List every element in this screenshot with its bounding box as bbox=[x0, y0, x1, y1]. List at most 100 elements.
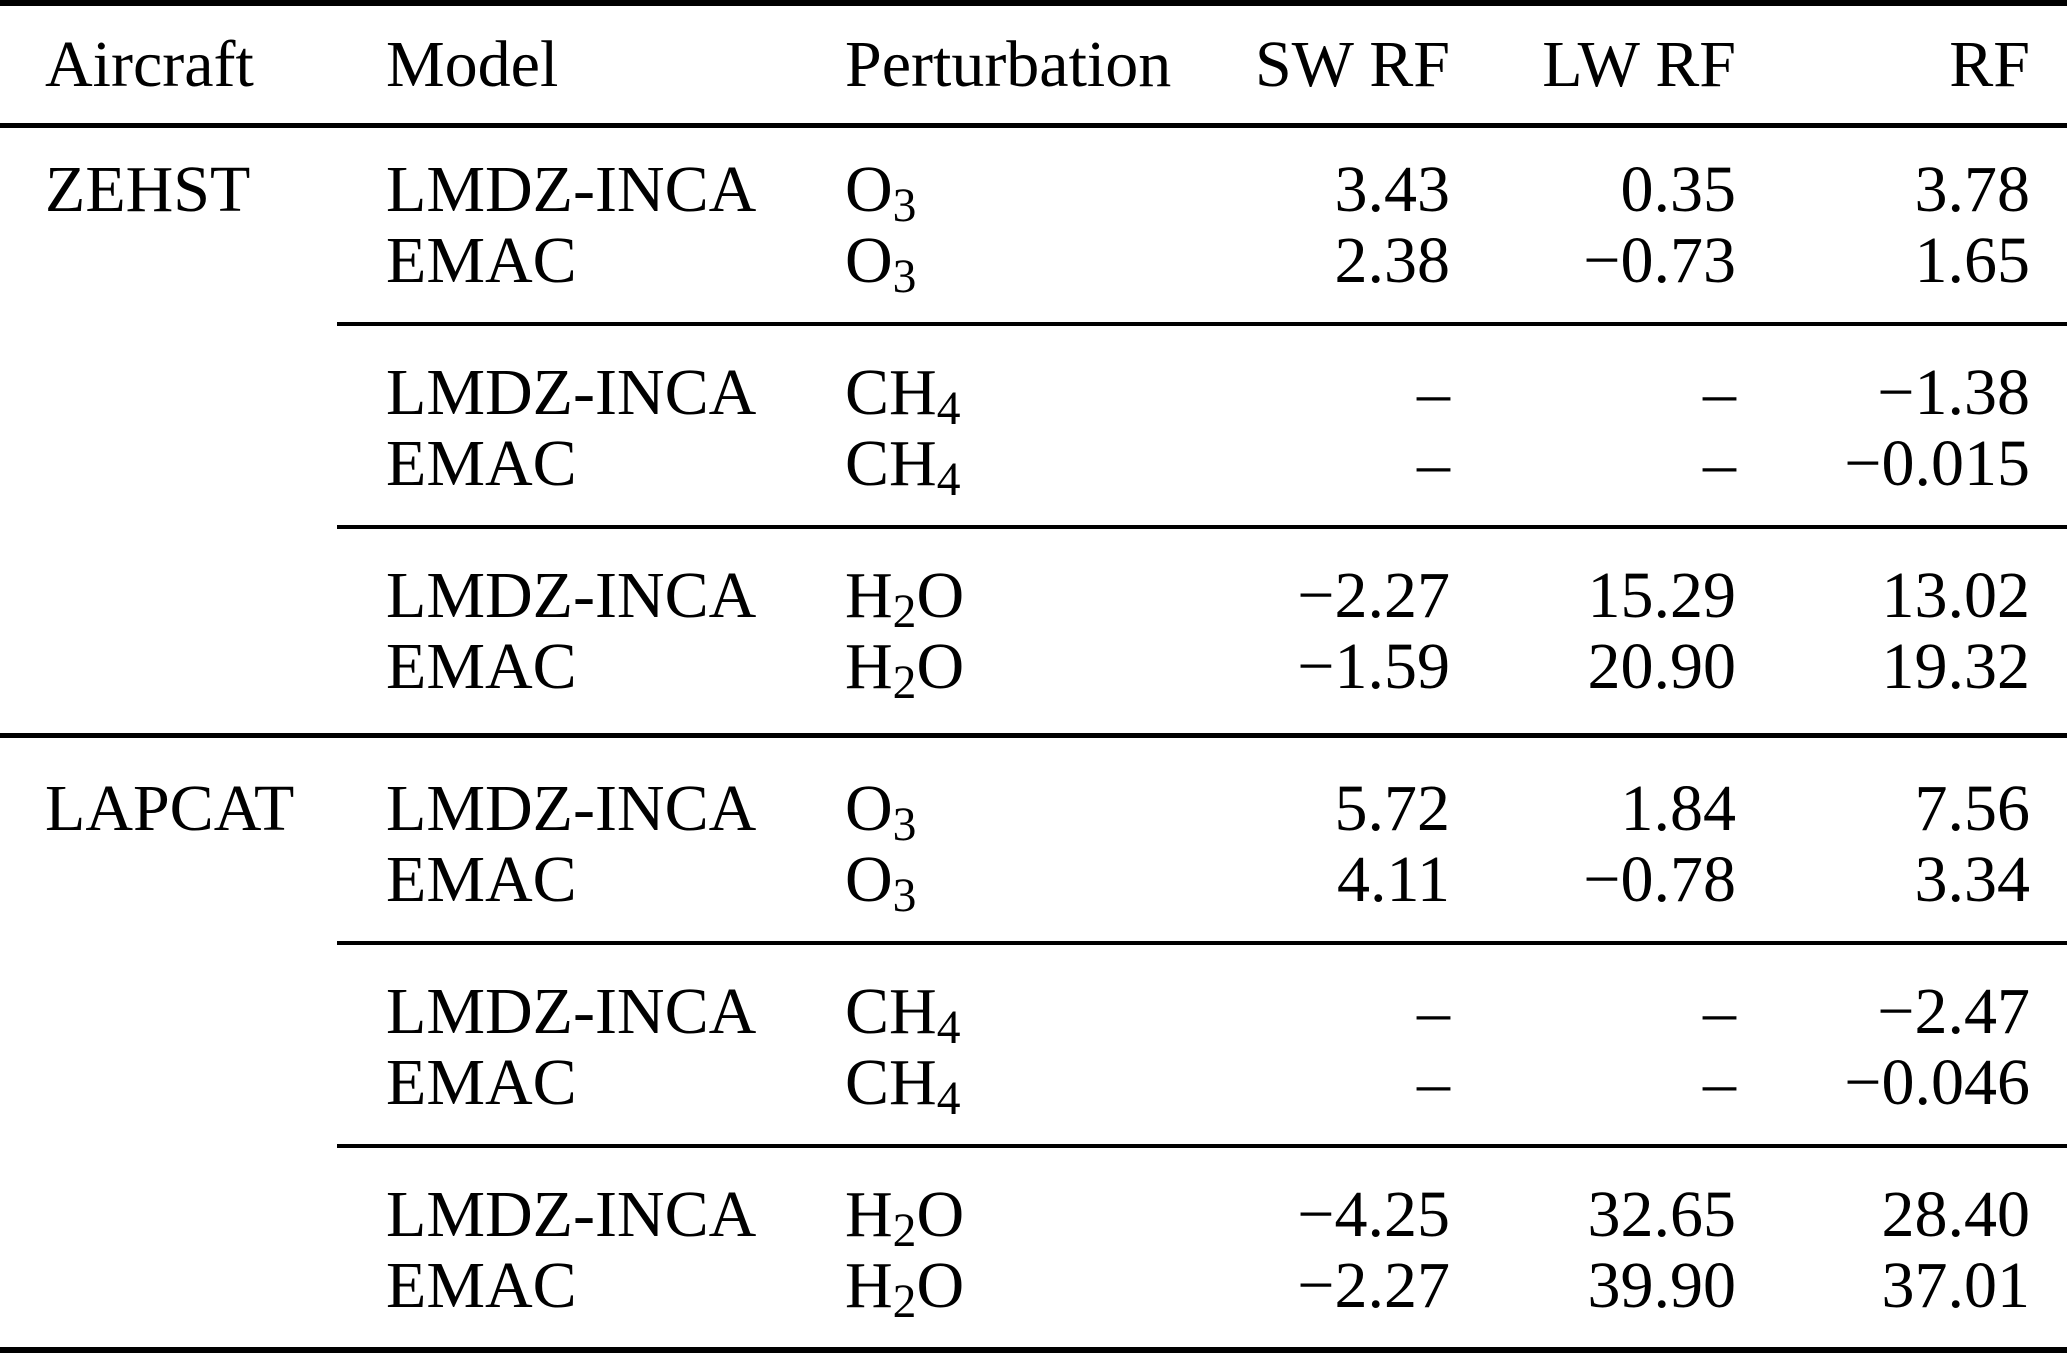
column-header-perturbation: Perturbation bbox=[845, 27, 1172, 101]
model-cell: EMAC bbox=[386, 630, 577, 703]
sw-rf-cell: −2.27 bbox=[1297, 559, 1450, 632]
table-row: EMAC CH4 – – −0.046 bbox=[0, 1045, 2067, 1123]
bottom-rule bbox=[0, 1347, 2067, 1353]
perturbation-cell: H2O bbox=[840, 558, 1170, 636]
pert-tail: O bbox=[916, 1249, 965, 1322]
column-header-rf: RF bbox=[1949, 27, 2030, 101]
perturbation-cell: CH4 bbox=[840, 355, 1170, 433]
pert-subscript: 3 bbox=[892, 251, 917, 304]
spacer bbox=[0, 128, 2067, 152]
sw-rf-cell: 4.11 bbox=[1336, 843, 1450, 916]
partial-rule bbox=[337, 322, 2067, 326]
sw-rf-cell: −2.27 bbox=[1297, 1249, 1450, 1322]
rf-cell: −1.38 bbox=[1877, 356, 2030, 429]
column-header-sw-rf: SW RF bbox=[1254, 27, 1450, 101]
pert-base: H bbox=[845, 1249, 893, 1322]
table-row: LMDZ-INCA H2O −4.25 32.65 28.40 bbox=[0, 1177, 2067, 1255]
model-cell: LMDZ-INCA bbox=[386, 1178, 757, 1251]
aircraft-cell: ZEHST bbox=[45, 153, 251, 226]
pert-subscript: 4 bbox=[936, 383, 961, 436]
table-row: EMAC CH4 – – −0.015 bbox=[0, 426, 2067, 504]
partial-rule bbox=[337, 1144, 2067, 1148]
section-rule bbox=[0, 733, 2067, 738]
rf-cell: 3.34 bbox=[1914, 843, 2031, 916]
rf-cell: −0.046 bbox=[1844, 1046, 2030, 1119]
table-row: LMDZ-INCA H2O −2.27 15.29 13.02 bbox=[0, 558, 2067, 636]
lw-rf-cell: −0.78 bbox=[1583, 843, 1736, 916]
perturbation-cell: O3 bbox=[840, 771, 1170, 849]
table-row: EMAC H2O −2.27 39.90 37.01 bbox=[0, 1248, 2067, 1326]
perturbation-cell: O3 bbox=[840, 842, 1170, 920]
pert-base: CH bbox=[845, 1046, 937, 1119]
pert-subscript: 3 bbox=[892, 180, 917, 233]
perturbation-cell: H2O bbox=[840, 629, 1170, 707]
pert-subscript: 3 bbox=[892, 870, 917, 923]
perturbation-cell: CH4 bbox=[840, 426, 1170, 504]
pert-base: O bbox=[845, 224, 893, 297]
pert-tail: O bbox=[916, 559, 965, 632]
group-divider bbox=[0, 497, 2067, 558]
model-cell: EMAC bbox=[386, 1046, 577, 1119]
lw-rf-cell: −0.73 bbox=[1583, 224, 1736, 297]
partial-rule bbox=[337, 525, 2067, 529]
model-cell: EMAC bbox=[386, 224, 577, 297]
lw-rf-cell: 15.29 bbox=[1587, 559, 1737, 632]
pert-base: H bbox=[845, 1178, 893, 1251]
pert-base: O bbox=[845, 772, 893, 845]
sw-rf-cell: 5.72 bbox=[1334, 772, 1451, 845]
pert-subscript: 4 bbox=[936, 1002, 961, 1055]
sw-rf-cell: – bbox=[1417, 427, 1450, 500]
model-cell: EMAC bbox=[386, 1249, 577, 1322]
pert-tail: O bbox=[916, 630, 965, 703]
model-cell: LMDZ-INCA bbox=[386, 975, 757, 1048]
table-row: LAPCAT LMDZ-INCA O3 5.72 1.84 7.56 bbox=[0, 771, 2067, 849]
table-row: EMAC O3 2.38 −0.73 1.65 bbox=[0, 223, 2067, 301]
group-divider bbox=[0, 913, 2067, 974]
rf-cell: 19.32 bbox=[1881, 630, 2031, 703]
lw-rf-cell: 39.90 bbox=[1587, 1249, 1737, 1322]
sw-rf-cell: 3.43 bbox=[1334, 153, 1451, 226]
lw-rf-cell: 32.65 bbox=[1587, 1178, 1737, 1251]
pert-base: CH bbox=[845, 427, 937, 500]
aircraft-cell: LAPCAT bbox=[45, 772, 295, 845]
section-divider bbox=[0, 700, 2067, 771]
pert-base: H bbox=[845, 630, 893, 703]
pert-base: O bbox=[845, 153, 893, 226]
column-header-model: Model bbox=[386, 27, 559, 101]
model-cell: LMDZ-INCA bbox=[386, 356, 757, 429]
column-header-lw-rf: LW RF bbox=[1542, 27, 1736, 101]
lw-rf-cell: – bbox=[1703, 427, 1736, 500]
sw-rf-cell: −4.25 bbox=[1297, 1178, 1450, 1251]
pert-base: H bbox=[845, 559, 893, 632]
table-header-row: Aircraft Model Perturbation SW RF LW RF … bbox=[0, 6, 2067, 123]
pert-base: CH bbox=[845, 975, 937, 1048]
pert-subscript: 2 bbox=[892, 1276, 917, 1329]
sw-rf-cell: −1.59 bbox=[1297, 630, 1450, 703]
lw-rf-cell: – bbox=[1703, 356, 1736, 429]
model-cell: LMDZ-INCA bbox=[386, 153, 757, 226]
rf-cell: 1.65 bbox=[1914, 224, 2031, 297]
sw-rf-cell: – bbox=[1417, 975, 1450, 1048]
perturbation-cell: CH4 bbox=[840, 1045, 1170, 1123]
pert-subscript: 2 bbox=[892, 586, 917, 639]
perturbation-cell: O3 bbox=[840, 152, 1170, 230]
sw-rf-cell: – bbox=[1417, 356, 1450, 429]
model-cell: EMAC bbox=[386, 427, 577, 500]
table-row: ZEHST LMDZ-INCA O3 3.43 0.35 3.78 bbox=[0, 152, 2067, 230]
rf-cell: −0.015 bbox=[1844, 427, 2030, 500]
pert-subscript: 3 bbox=[892, 799, 917, 852]
pert-tail: O bbox=[916, 1178, 965, 1251]
perturbation-cell: H2O bbox=[840, 1248, 1170, 1326]
perturbation-cell: CH4 bbox=[840, 974, 1170, 1052]
pert-subscript: 4 bbox=[936, 454, 961, 507]
model-cell: LMDZ-INCA bbox=[386, 772, 757, 845]
rf-cell: −2.47 bbox=[1877, 975, 2030, 1048]
column-header-aircraft: Aircraft bbox=[45, 27, 254, 101]
sw-rf-cell: – bbox=[1417, 1046, 1450, 1119]
lw-rf-cell: – bbox=[1703, 975, 1736, 1048]
lw-rf-cell: 20.90 bbox=[1587, 630, 1737, 703]
table-row: EMAC O3 4.11 −0.78 3.34 bbox=[0, 842, 2067, 920]
lw-rf-cell: 1.84 bbox=[1620, 772, 1737, 845]
pert-subscript: 4 bbox=[936, 1073, 961, 1126]
table-row: EMAC H2O −1.59 20.90 19.32 bbox=[0, 629, 2067, 707]
